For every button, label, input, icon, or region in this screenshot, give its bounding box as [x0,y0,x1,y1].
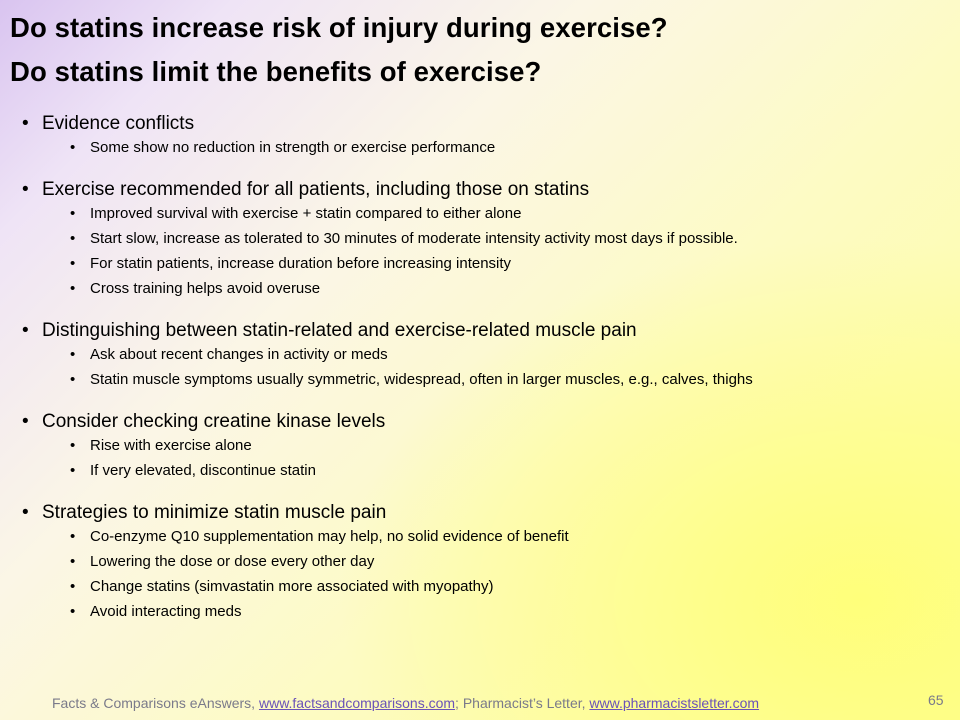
bullet-heading: • Distinguishing between statin-related a… [22,319,942,343]
sub-bullet-item: • Some show no reduction in strength or e… [22,139,942,156]
sub-bullet-text: Co-enzyme Q10 supplementation may help, … [90,528,569,545]
bullet-marker: • [70,462,76,479]
sub-bullet-item: • Ask about recent changes in activity or… [22,346,942,363]
bullet-marker: • [70,255,76,272]
sub-bullet-item: • Co-enzyme Q10 supplementation may help,… [22,528,942,545]
bullet-section: • Exercise recommended for all patients, … [22,178,942,297]
bullet-heading: • Strategies to minimize statin muscle pa… [22,501,942,525]
bullet-marker: • [22,320,29,341]
bullet-marker: • [22,502,29,523]
pharmacistsletter-link[interactable]: www.pharmacistsletter.com [589,695,760,711]
bullet-marker: • [70,437,76,454]
sub-bullet-item: • If very elevated, discontinue statin [22,462,942,479]
bullet-marker: • [70,230,76,247]
sub-bullet-item: • For statin patients, increase duration … [22,255,942,272]
bullet-marker: • [70,139,76,156]
bullet-marker: • [22,179,29,200]
bullet-section: • Consider checking creatine kinase level… [22,410,942,479]
bullet-heading: • Consider checking creatine kinase level… [22,410,942,434]
sub-bullet-text: Some show no reduction in strength or ex… [90,139,496,156]
title-line-2: Do statins limit the benefits of exercis… [10,56,542,87]
sub-bullet-list: • Co-enzyme Q10 supplementation may help,… [22,528,942,620]
sub-bullet-item: • Statin muscle symptoms usually symmetri… [22,371,942,388]
sub-bullet-text: If very elevated, discontinue statin [90,462,316,479]
bullet-marker: • [70,346,76,363]
slide-title: Do statins increase risk of injury durin… [10,6,950,94]
sub-bullet-text: Improved survival with exercise + statin… [90,205,522,222]
bullet-heading: • Exercise recommended for all patients, … [22,178,942,202]
bullet-heading-text: Evidence conflicts [42,113,195,134]
bullet-section: • Strategies to minimize statin muscle pa… [22,501,942,620]
bullet-heading-text: Strategies to minimize statin muscle pai… [42,502,387,523]
title-line-1: Do statins increase risk of injury durin… [10,12,668,43]
sub-bullet-list: • Improved survival with exercise + stati… [22,205,942,297]
bullet-marker: • [70,578,76,595]
sub-bullet-text: Statin muscle symptoms usually symmetric… [90,371,753,388]
slide-number: 65 [928,692,944,708]
sub-bullet-item: • Change statins (simvastatin more associ… [22,578,942,595]
sub-bullet-text: For statin patients, increase duration b… [90,255,512,272]
sub-bullet-text: Avoid interacting meds [90,603,242,620]
sub-bullet-item: • Rise with exercise alone [22,437,942,454]
sub-bullet-item: • Improved survival with exercise + stati… [22,205,942,222]
bullet-marker: • [70,280,76,297]
factsandcomparisons-link[interactable]: www.factsandcomparisons.com [258,695,456,711]
sub-bullet-text: Start slow, increase as tolerated to 30 … [90,230,738,247]
sub-bullet-text: Rise with exercise alone [90,437,252,454]
sub-bullet-item: • Start slow, increase as tolerated to 30… [22,230,942,247]
sub-bullet-item: • Lowering the dose or dose every other d… [22,553,942,570]
bullet-section: • Distinguishing between statin-related a… [22,319,942,388]
bullet-marker: • [22,411,29,432]
footer-middle: ; Pharmacist’s Letter, [455,695,590,711]
bullet-marker: • [70,553,76,570]
bullet-heading: • Evidence conflicts [22,112,942,136]
bullet-section: • Evidence conflicts • Some show no reducti… [22,112,942,156]
sub-bullet-list: • Some show no reduction in strength or e… [22,139,942,156]
bullet-heading-text: Distinguishing between statin-related an… [42,320,637,341]
bullet-marker: • [22,113,29,134]
footer-prefix: Facts & Comparisons eAnswers, [52,695,259,711]
bullet-marker: • [70,603,76,620]
footer-citation: Facts & Comparisons eAnswers, www.factsa… [52,695,759,711]
bullet-marker: • [70,371,76,388]
sub-bullet-list: • Rise with exercise alone • If very elevat… [22,437,942,479]
sub-bullet-text: Cross training helps avoid overuse [90,280,321,297]
sub-bullet-list: • Ask about recent changes in activity or… [22,346,942,388]
sub-bullet-text: Lowering the dose or dose every other da… [90,553,375,570]
bullet-marker: • [70,205,76,222]
slide-content: • Evidence conflicts • Some show no reducti… [22,112,942,642]
sub-bullet-item: • Cross training helps avoid overuse [22,280,942,297]
bullet-heading-text: Consider checking creatine kinase levels [42,411,386,432]
sub-bullet-item: • Avoid interacting meds [22,603,942,620]
sub-bullet-text: Ask about recent changes in activity or … [90,346,388,363]
sub-bullet-text: Change statins (simvastatin more associa… [90,578,494,595]
bullet-heading-text: Exercise recommended for all patients, i… [42,179,590,200]
bullet-marker: • [70,528,76,545]
